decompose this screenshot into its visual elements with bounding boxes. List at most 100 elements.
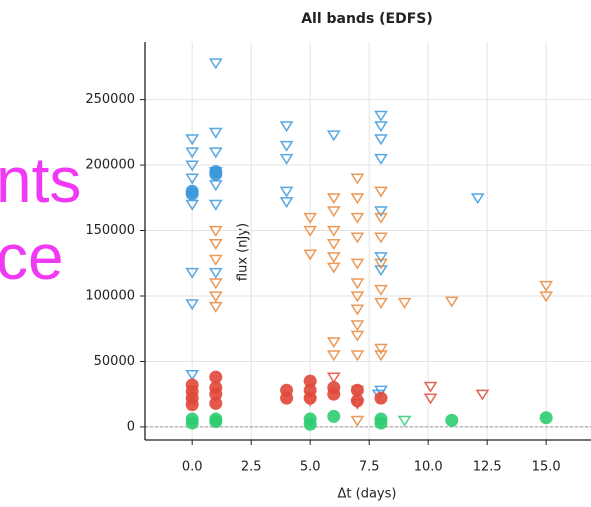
upper-limit-point	[303, 249, 318, 261]
upper-limit-point	[185, 267, 200, 279]
upper-limit-point	[208, 225, 223, 237]
upper-limit-point	[374, 297, 388, 309]
y-axis-label: flux (nJy)	[236, 223, 251, 281]
upper-limit-point	[208, 180, 223, 192]
upper-limit-point	[326, 262, 341, 274]
upper-limit-point	[350, 173, 365, 185]
upper-limit-point	[470, 193, 485, 205]
point	[209, 412, 223, 426]
upper-limit-point	[303, 212, 318, 224]
upper-limit-point	[374, 206, 388, 218]
upper-limit-point	[279, 186, 294, 198]
upper-limit-point	[444, 296, 459, 308]
point	[185, 412, 199, 426]
upper-limit-point	[208, 239, 223, 250]
upper-limit-point	[374, 212, 388, 224]
point	[374, 412, 388, 426]
x-tick-label: 2.5	[241, 460, 262, 475]
y-tick-label: 250000	[85, 92, 135, 107]
upper-limit-point	[303, 225, 318, 237]
y-tick-label: 50000	[94, 354, 135, 369]
point	[350, 383, 364, 397]
upper-limit-point	[539, 291, 554, 303]
point	[185, 398, 199, 412]
upper-limit-point	[326, 337, 341, 349]
point	[303, 412, 317, 426]
x-tick-label: 15.0	[532, 460, 561, 475]
point	[209, 370, 223, 384]
upper-limit-point	[374, 121, 388, 133]
upper-limit-point	[279, 121, 294, 133]
point	[303, 374, 317, 388]
upper-limit-point	[326, 206, 341, 218]
upper-limit-point	[374, 186, 388, 198]
upper-limit-point	[208, 278, 223, 290]
upper-limit-point	[350, 320, 365, 332]
point	[350, 394, 364, 408]
upper-limit-point	[374, 350, 388, 362]
y-tick-label: 150000	[85, 223, 135, 238]
upper-limit-point	[374, 258, 388, 270]
upper-limit-point	[326, 225, 341, 237]
upper-limit-point	[185, 199, 200, 211]
upper-limit-point	[397, 297, 412, 309]
upper-limit-point	[185, 147, 200, 159]
upper-limit-point	[279, 197, 294, 209]
x-tick-label: 7.5	[359, 460, 380, 475]
upper-limit-point	[185, 173, 200, 185]
upper-limit-point	[279, 140, 294, 152]
upper-limit-point	[374, 265, 388, 277]
upper-limit-point	[326, 252, 341, 264]
upper-limit-point	[350, 330, 365, 342]
upper-limit-point	[374, 252, 388, 264]
upper-limit-point	[374, 110, 388, 122]
upper-limit-point	[374, 153, 388, 165]
y-tick-label: 200000	[85, 158, 135, 173]
upper-limit-point	[208, 291, 223, 303]
upper-limit-point	[350, 212, 365, 224]
y-tick-label: 0	[127, 419, 135, 434]
upper-limit-point	[279, 153, 294, 165]
upper-limit-point	[185, 134, 200, 146]
y-tick-label: 100000	[85, 288, 135, 303]
upper-limit-point	[208, 199, 223, 211]
point	[539, 411, 553, 425]
upper-limit-point	[208, 301, 223, 313]
upper-limit-point	[350, 415, 365, 427]
overlay-text: ce	[0, 221, 64, 293]
point	[327, 387, 341, 401]
upper-limit-point	[350, 258, 365, 270]
point	[185, 187, 199, 201]
upper-limit-point	[374, 343, 388, 355]
x-axis-label: Δt (days)	[338, 487, 397, 502]
x-tick-label: 10.0	[414, 460, 443, 475]
x-tick-label: 12.5	[473, 460, 502, 475]
upper-limit-point	[326, 372, 341, 384]
upper-limit-point	[185, 299, 200, 311]
upper-limit-point	[208, 147, 223, 159]
upper-limit-point	[350, 304, 365, 316]
upper-limit-point	[326, 193, 341, 205]
point	[280, 391, 294, 405]
upper-limit-point	[374, 232, 388, 244]
upper-limit-point	[539, 280, 554, 292]
upper-limit-point	[326, 239, 341, 250]
point	[209, 387, 223, 401]
upper-limit-point	[326, 130, 341, 142]
upper-limit-point	[208, 254, 223, 266]
chart-title: All bands (EDFS)	[301, 11, 433, 27]
point	[445, 413, 459, 427]
upper-limit-point	[423, 393, 438, 405]
upper-limit-point	[208, 127, 223, 139]
upper-limit-point	[185, 369, 200, 381]
upper-limit-point	[208, 58, 223, 70]
overlay-text: nts	[0, 144, 81, 216]
upper-limit-point	[397, 415, 412, 427]
upper-limit-point	[208, 267, 223, 279]
point	[209, 396, 223, 410]
upper-limit-point	[475, 389, 490, 401]
point	[374, 391, 388, 405]
upper-limit-point	[374, 284, 388, 296]
upper-limit-point	[423, 381, 438, 393]
